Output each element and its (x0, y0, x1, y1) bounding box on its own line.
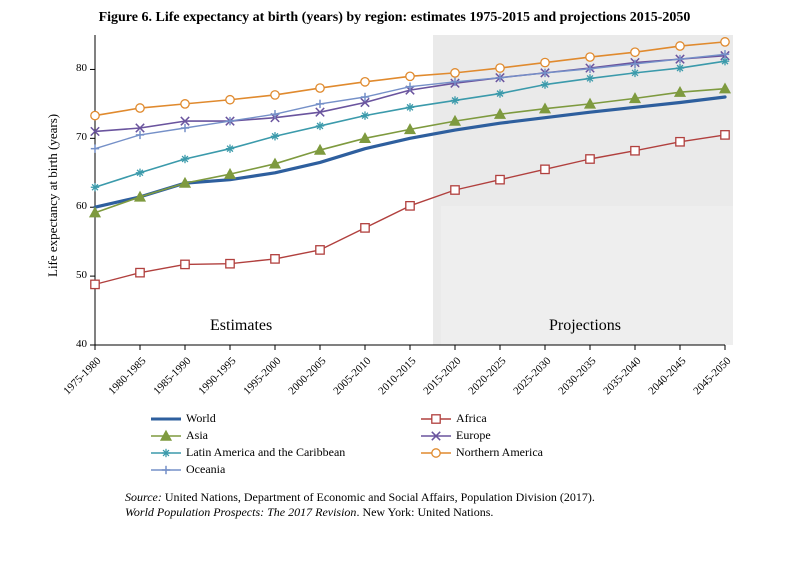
y-tick-label: 80 (76, 62, 87, 74)
legend: World Africa Asia Europe Latin America and t… (150, 410, 700, 478)
projections-annotation: Projections (549, 317, 621, 335)
legend-swatch (150, 446, 182, 460)
legend-swatch (150, 463, 182, 477)
chart-svg (0, 0, 789, 569)
y-tick-label: 60 (76, 200, 87, 212)
legend-item: Africa (420, 410, 690, 427)
legend-item: Europe (420, 427, 690, 444)
source-line2-italic: World Population Prospects: The 2017 Rev… (125, 505, 356, 519)
legend-swatch (420, 446, 452, 460)
legend-label: Oceania (186, 462, 225, 477)
legend-label: World (186, 411, 216, 426)
legend-swatch (420, 429, 452, 443)
y-tick-label: 70 (76, 131, 87, 143)
source-line1: United Nations, Department of Economic a… (165, 490, 595, 504)
estimates-annotation: Estimates (210, 317, 272, 335)
legend-label: Northern America (456, 445, 543, 460)
legend-swatch (150, 412, 182, 426)
y-tick-label: 50 (76, 269, 87, 281)
legend-item: Northern America (420, 444, 690, 461)
figure-container: Figure 6. Life expectancy at birth (year… (0, 0, 789, 569)
legend-label: Europe (456, 428, 491, 443)
source-citation: Source: United Nations, Department of Ec… (125, 490, 715, 520)
legend-item: World (150, 410, 420, 427)
legend-item: Latin America and the Caribbean (150, 444, 420, 461)
legend-item: Oceania (150, 461, 420, 478)
legend-label: Latin America and the Caribbean (186, 445, 345, 460)
legend-swatch (150, 429, 182, 443)
legend-swatch (420, 412, 452, 426)
legend-label: Asia (186, 428, 208, 443)
source-label: Source: (125, 490, 162, 504)
legend-label: Africa (456, 411, 487, 426)
legend-item: Asia (150, 427, 420, 444)
source-line2-rest: . New York: United Nations. (356, 505, 493, 519)
y-tick-label: 40 (76, 338, 87, 350)
